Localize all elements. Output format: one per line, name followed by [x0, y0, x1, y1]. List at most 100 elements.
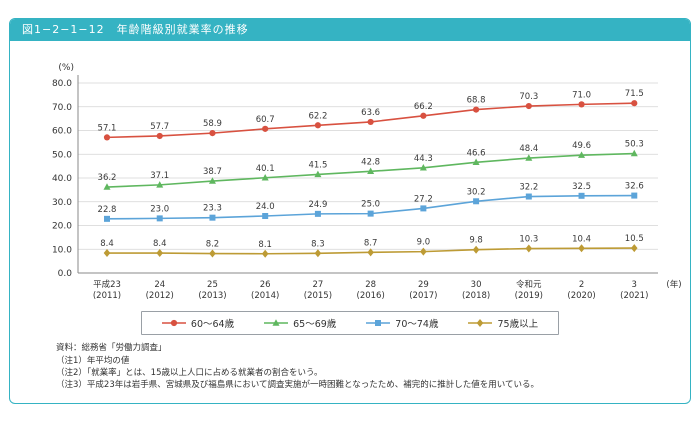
- svg-text:(年): (年): [666, 279, 681, 290]
- svg-text:70.3: 70.3: [519, 92, 538, 102]
- svg-text:24.9: 24.9: [308, 200, 327, 210]
- chart-area: 0.0 10.0 20.0 30.0 40.0 50.0 60.0 70.0 80.0 (%) 平成…: [10, 41, 690, 309]
- svg-text:57.1: 57.1: [98, 124, 117, 134]
- svg-text:24.0: 24.0: [256, 202, 275, 212]
- note-1: （注1）年平均の値: [56, 355, 130, 366]
- figure-card: 図1−2−1−12 年齢階級別就業率の推移 0.0 10.0 20.0 30.0 40.…: [9, 18, 691, 405]
- svg-text:0.0: 0.0: [58, 269, 73, 279]
- svg-text:71.5: 71.5: [625, 89, 644, 99]
- svg-text:60.7: 60.7: [256, 115, 275, 125]
- svg-text:8.1: 8.1: [258, 240, 272, 250]
- svg-text:49.6: 49.6: [572, 141, 591, 151]
- svg-text:22.8: 22.8: [98, 205, 117, 215]
- svg-text:62.2: 62.2: [308, 111, 327, 121]
- legend-item: 75歳以上: [468, 316, 538, 330]
- chart-legend: 60～64歳 65～69歳 70～74歳 75歳以上: [140, 311, 560, 336]
- svg-text:63.6: 63.6: [361, 108, 380, 118]
- svg-text:2: 2: [579, 280, 584, 290]
- svg-text:30.2: 30.2: [467, 187, 486, 197]
- diamond-marker-icon: [468, 319, 493, 328]
- svg-text:10.3: 10.3: [519, 235, 538, 245]
- svg-text:10.5: 10.5: [625, 234, 644, 244]
- svg-text:24: 24: [154, 280, 165, 290]
- svg-text:(2015): (2015): [304, 291, 332, 301]
- svg-text:(2012): (2012): [146, 291, 174, 301]
- svg-text:(2014): (2014): [251, 291, 279, 301]
- svg-text:57.7: 57.7: [150, 122, 169, 132]
- svg-text:9.0: 9.0: [417, 238, 431, 248]
- svg-text:(2019): (2019): [515, 291, 543, 301]
- svg-text:(2013): (2013): [198, 291, 226, 301]
- svg-text:(2020): (2020): [567, 291, 595, 301]
- svg-text:68.8: 68.8: [467, 96, 486, 106]
- svg-text:8.2: 8.2: [206, 240, 220, 250]
- svg-text:8.3: 8.3: [311, 239, 325, 249]
- employment-rate-line-chart: 0.0 10.0 20.0 30.0 40.0 50.0 60.0 70.0 80.0 (%) 平成…: [52, 63, 682, 301]
- svg-text:32.6: 32.6: [625, 182, 644, 192]
- legend-item: 60～64歳: [161, 316, 235, 331]
- svg-text:3: 3: [632, 280, 637, 290]
- svg-text:26: 26: [260, 280, 271, 290]
- svg-text:27.2: 27.2: [414, 195, 433, 205]
- svg-text:38.7: 38.7: [203, 167, 222, 177]
- svg-text:30.0: 30.0: [52, 198, 72, 208]
- svg-text:20.0: 20.0: [52, 222, 72, 232]
- legend-label: 60～64歳: [190, 319, 235, 331]
- svg-text:(2011): (2011): [93, 291, 121, 301]
- svg-text:(2018): (2018): [462, 291, 490, 301]
- svg-text:(2021): (2021): [620, 291, 648, 301]
- svg-text:36.2: 36.2: [98, 173, 117, 183]
- svg-text:40.1: 40.1: [256, 164, 275, 174]
- square-marker-icon: [366, 320, 391, 327]
- circle-marker-icon: [161, 320, 186, 327]
- note-2: （注2）「就業率」とは、15歳以上人口に占める就業者の割合をいう。: [56, 367, 323, 378]
- svg-text:10.0: 10.0: [52, 245, 72, 255]
- legend-label: 75歳以上: [497, 319, 539, 331]
- svg-text:41.5: 41.5: [308, 161, 327, 171]
- svg-text:8.4: 8.4: [153, 239, 167, 249]
- note-3: （注3）平成23年は岩手県、宮城県及び福島県において調査実施が一時困難となったた…: [56, 380, 539, 391]
- svg-text:66.2: 66.2: [414, 102, 433, 112]
- svg-text:48.4: 48.4: [519, 144, 538, 154]
- legend-label: 65～69歳: [293, 319, 337, 331]
- svg-text:令和元: 令和元: [516, 279, 542, 290]
- svg-text:71.0: 71.0: [572, 91, 591, 101]
- svg-text:50.3: 50.3: [625, 140, 644, 150]
- svg-text:29: 29: [418, 280, 429, 290]
- svg-text:30: 30: [471, 280, 482, 290]
- svg-text:(%): (%): [58, 63, 74, 73]
- svg-text:9.8: 9.8: [469, 236, 483, 246]
- chart-notes: 資料：総務省「労働力調査」 （注1）年平均の値 （注2）「就業率」とは、15歳以…: [10, 335, 690, 403]
- svg-text:23.0: 23.0: [150, 205, 169, 215]
- svg-text:8.7: 8.7: [364, 239, 378, 249]
- svg-text:40.0: 40.0: [52, 174, 72, 184]
- svg-text:23.3: 23.3: [203, 204, 222, 214]
- svg-text:25: 25: [207, 280, 218, 290]
- svg-text:(2017): (2017): [409, 291, 437, 301]
- triangle-marker-icon: [264, 319, 289, 326]
- legend-item: 70～74歳: [366, 316, 438, 330]
- svg-text:32.2: 32.2: [519, 183, 538, 193]
- svg-text:25.0: 25.0: [361, 200, 380, 210]
- svg-text:28: 28: [365, 280, 376, 290]
- legend-label: 70～74歳: [395, 319, 439, 331]
- svg-text:37.1: 37.1: [150, 171, 169, 181]
- svg-text:50.0: 50.0: [52, 150, 72, 160]
- figure-title-bar: 図1−2−1−12 年齢階級別就業率の推移: [10, 19, 690, 42]
- svg-text:8.4: 8.4: [100, 239, 114, 249]
- legend-row: 60～64歳 65～69歳 70～74歳 75歳以上: [10, 311, 690, 336]
- svg-text:80.0: 80.0: [52, 79, 72, 89]
- svg-text:27: 27: [312, 280, 323, 290]
- svg-text:10.4: 10.4: [572, 234, 591, 244]
- svg-text:(2016): (2016): [357, 291, 385, 301]
- svg-text:平成23: 平成23: [93, 279, 121, 290]
- legend-item: 65～69歳: [264, 316, 336, 330]
- svg-text:32.5: 32.5: [572, 182, 591, 192]
- svg-text:44.3: 44.3: [414, 154, 433, 164]
- svg-text:58.9: 58.9: [203, 119, 222, 129]
- source-note: 資料：総務省「労働力調査」: [56, 343, 167, 354]
- svg-text:46.6: 46.6: [467, 149, 486, 159]
- svg-text:42.8: 42.8: [361, 158, 380, 168]
- svg-text:60.0: 60.0: [52, 127, 72, 137]
- svg-text:70.0: 70.0: [52, 103, 72, 113]
